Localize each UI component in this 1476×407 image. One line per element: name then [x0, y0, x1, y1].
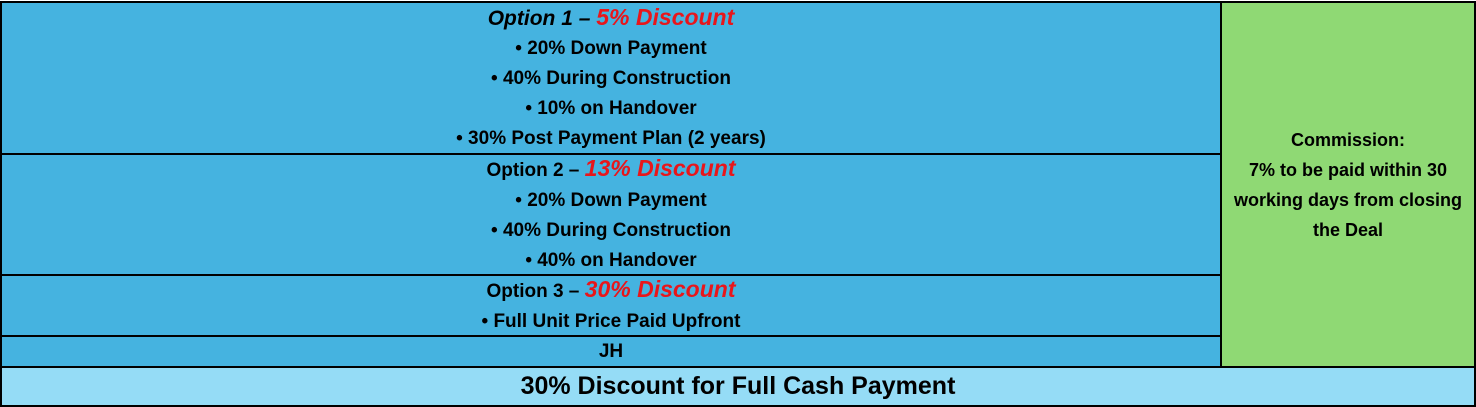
list-item: • 40% During Construction	[491, 220, 731, 241]
option-label: Option 3 –	[486, 281, 585, 302]
discount-label: 30% Discount	[584, 276, 736, 302]
list-item: • Full Unit Price Paid Upfront	[481, 311, 741, 332]
option-2-cell: Option 2 – 13% Discount • 20% Down Payme…	[0, 153, 1222, 276]
list-item: • 30% Post Payment Plan (2 years)	[456, 128, 766, 149]
discount-label: 5% Discount	[596, 4, 735, 30]
option-label: Option 2 –	[486, 160, 585, 181]
option-1-title: Option 1 – 5% Discount	[488, 2, 735, 34]
list-item: • 20% Down Payment	[515, 190, 707, 211]
option-3-title: Option 3 – 30% Discount	[486, 274, 735, 307]
option-label: Option 1 –	[487, 7, 597, 30]
initials: JH	[598, 340, 624, 362]
discount-label: 13% Discount	[584, 155, 736, 181]
commission-line: working days from closing	[1233, 189, 1463, 210]
option-2-title: Option 2 – 13% Discount	[486, 153, 735, 186]
commission-title: Commission:	[1290, 129, 1405, 150]
commission-line: the Deal	[1312, 219, 1384, 240]
option-3-cell: Option 3 – 30% Discount • Full Unit Pric…	[0, 274, 1222, 337]
initials-cell: JH	[0, 335, 1222, 368]
banner-text: 30% Discount for Full Cash Payment	[520, 372, 956, 400]
banner-cell: 30% Discount for Full Cash Payment	[0, 366, 1476, 407]
list-item: • 40% on Handover	[525, 250, 697, 271]
commission-line: 7% to be paid within 30	[1248, 159, 1448, 180]
commission-cell: Commission: 7% to be paid within 30 work…	[1220, 1, 1476, 368]
list-item: • 10% on Handover	[525, 98, 697, 119]
list-item: • 40% During Construction	[491, 68, 731, 89]
list-item: • 20% Down Payment	[515, 38, 707, 59]
option-1-cell: Option 1 – 5% Discount • 20% Down Paymen…	[0, 1, 1222, 155]
